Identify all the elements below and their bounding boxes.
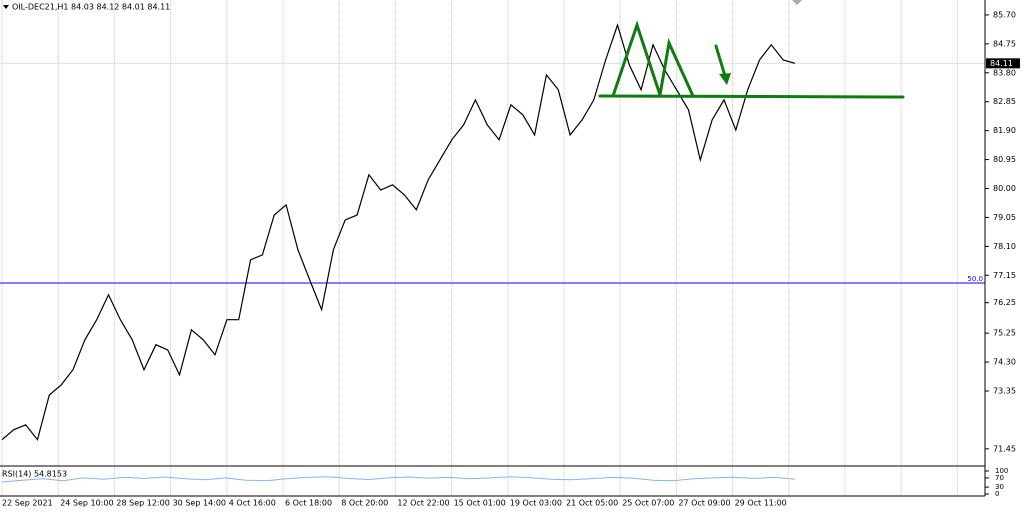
x-tick-label: 21 Oct 05:00	[566, 499, 618, 508]
menu-arrow[interactable]	[3, 5, 9, 9]
x-tick-label: 24 Sep 10:00	[60, 499, 113, 508]
y-tick-label: 77.15	[993, 271, 1016, 280]
y-tick-label: 80.00	[993, 184, 1016, 193]
level-label: 50.0	[967, 275, 983, 283]
neckline	[598, 94, 905, 99]
y-tick-label: 80.95	[993, 155, 1016, 164]
y-tick-label: 73.35	[993, 387, 1016, 396]
x-tick-label: 30 Sep 14:00	[173, 499, 226, 508]
y-tick-label: 79.05	[993, 213, 1016, 222]
y-tick-label: 71.45	[993, 444, 1016, 453]
x-tick-label: 8 Oct 20:00	[341, 499, 388, 508]
price-plot	[1, 23, 796, 442]
x-tick-label: 15 Oct 01:00	[454, 499, 506, 508]
chart-title: OIL-DEC21,H1 84.03 84.12 84.01 84.11	[12, 3, 170, 12]
rsi-tick-label: 30	[995, 483, 1004, 491]
drawings	[598, 20, 905, 99]
rsi-label: RSI(14) 54.8153	[2, 470, 67, 479]
x-tick-label: 12 Oct 22:00	[397, 499, 449, 508]
x-tick-label: 19 Oct 03:00	[510, 499, 562, 508]
x-tick-label: 4 Oct 16:00	[229, 499, 276, 508]
last-price-box	[986, 58, 1020, 69]
y-tick-label: 75.25	[993, 329, 1016, 338]
x-tick-label: 22 Sep 2021	[2, 499, 53, 508]
y-tick-label: 78.10	[993, 242, 1016, 251]
pattern-line	[611, 20, 695, 98]
arrow-head	[719, 73, 731, 85]
rsi-tick-label: 100	[995, 467, 1008, 475]
y-tick-label: 81.90	[993, 126, 1016, 135]
y-tick-label: 84.75	[993, 39, 1016, 48]
y-tick-label: 82.85	[993, 97, 1016, 106]
shift-marker	[792, 0, 802, 5]
y-tick-label: 76.25	[993, 298, 1016, 307]
x-tick-label: 27 Oct 09:00	[678, 499, 730, 508]
arrow-shaft	[714, 44, 727, 78]
y-tick-label: 74.30	[993, 358, 1016, 367]
grid	[0, 0, 985, 496]
last-price-label: 84.11	[990, 59, 1013, 68]
rsi-tick-label: 0	[995, 490, 999, 498]
x-tick-label: 29 Oct 11:00	[735, 499, 787, 508]
y-tick-label: 85.70	[993, 10, 1016, 19]
x-tick-label: 6 Oct 18:00	[285, 499, 332, 508]
x-tick-label: 25 Oct 07:00	[622, 499, 674, 508]
rsi-tick-label: 70	[995, 474, 1004, 482]
y-tick-label: 83.80	[993, 68, 1016, 77]
price-line	[1, 23, 796, 442]
x-tick-label: 28 Sep 12:00	[116, 499, 169, 508]
rsi-line	[1, 476, 796, 483]
